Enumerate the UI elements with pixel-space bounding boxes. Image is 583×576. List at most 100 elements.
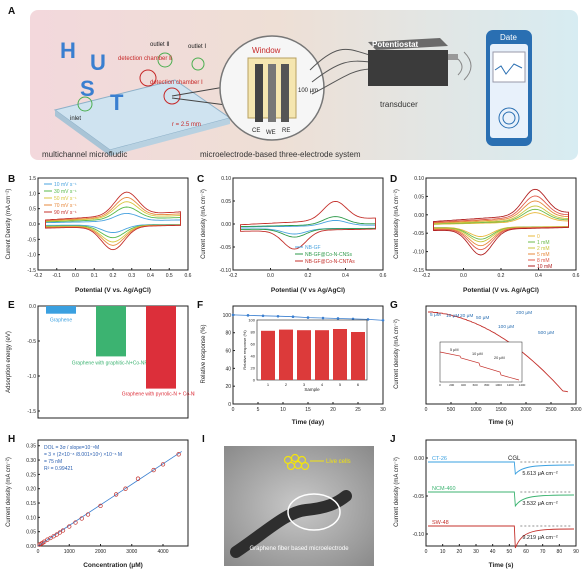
y-tick-label: -0.10 <box>413 250 425 256</box>
fit-line <box>37 451 182 547</box>
x-tick-label: 30 <box>380 407 386 413</box>
x-tick-label: 0.3 <box>128 273 135 279</box>
fiber-caption: Graphene fiber based microelectrode <box>249 546 349 552</box>
data-point <box>45 537 50 542</box>
eq-line-1: DOL = 3σ / slope=10⁻⁸M <box>44 445 99 451</box>
legend-label: 5 mM <box>537 252 550 258</box>
x-tick-label: -0.1 <box>52 273 61 279</box>
y-tick-label: 0.00 <box>221 222 231 228</box>
legend-label: 8 mM <box>537 258 550 264</box>
concentration-annotation: 5 μM <box>430 312 441 318</box>
chart-e: Adsorption energy (eV) 0.0 -0.5 -1.0 -1.5 Gr… <box>6 304 201 419</box>
scale-label: 100 μm <box>298 88 318 94</box>
y-tick-label: 1.0 <box>29 191 36 197</box>
y-tick-label: -1.5 <box>27 268 36 274</box>
x-tick-label: 0.6 <box>380 273 387 279</box>
det1-label: detection chamber Ⅰ <box>150 80 203 86</box>
chip-side <box>55 110 110 156</box>
y-tick-label: 0.05 <box>414 194 424 200</box>
inset-bar <box>261 330 275 380</box>
legend-label: NB-GF@Co-N-CNSs <box>305 252 353 258</box>
x-tick-label: 0 <box>425 407 428 413</box>
inset-x-tick: 600 <box>473 383 478 387</box>
signal-arc-1 <box>457 58 463 76</box>
amperometric-curve <box>427 311 569 393</box>
chart-c: Current density (mA cm⁻²) Potential (V v… <box>201 176 387 294</box>
outlet1-label: outlet Ⅰ <box>188 44 206 50</box>
chart-g: Current density (mA cm⁻²) Time (s) 0 500 1… <box>394 305 582 426</box>
x-tick-label: 0.4 <box>147 273 154 279</box>
data-point <box>73 520 78 525</box>
inset-y-tick: 40 <box>251 354 256 359</box>
x-tick-label: 10 <box>280 407 286 413</box>
panel-j: J Current density (mA cm⁻²) Time (s) CGL… <box>388 432 583 571</box>
inset-y-tick: 60 <box>251 342 256 347</box>
x-tick-label: -0.2 <box>229 273 238 279</box>
panel-e: E Adsorption energy (eV) 0.0 -0.5 -1.0 -1.5… <box>0 298 201 428</box>
x-tick-label: 3000 <box>570 407 581 413</box>
y-tick-label: -1.0 <box>27 253 36 259</box>
fingerprint-inner <box>502 111 516 125</box>
det2-chamber <box>139 69 157 87</box>
inset-x-tick: 5 <box>339 382 342 387</box>
electrode-caption: microelectrode-based three-electrode sys… <box>200 150 361 159</box>
current-trace <box>428 461 575 476</box>
micrograph: Live cells Graphene fiber based microele… <box>224 446 374 566</box>
cable-3 <box>311 68 371 95</box>
x-tick-label: 0.0 <box>72 273 79 279</box>
y-tick-label: 0.20 <box>26 487 36 493</box>
y-tick-label: -0.5 <box>27 237 36 243</box>
inset-y-label: Relative response (%) <box>242 330 247 370</box>
chart-b: Current Density (mA cm⁻²) Potential (V v… <box>6 176 192 294</box>
potentiostat-body <box>368 50 448 86</box>
x-tick-label: 0.1 <box>91 273 98 279</box>
outlet1-port <box>191 57 205 71</box>
inset-x-tick: 6 <box>357 382 360 387</box>
y-tick-label: -0.15 <box>413 268 425 274</box>
x-tick-label: 2000 <box>520 407 531 413</box>
data-point <box>57 530 63 535</box>
cv-curve <box>45 191 181 251</box>
y-tick-label: -0.5 <box>27 339 36 345</box>
x-tick-label: 30 <box>473 549 479 555</box>
y-tick-label: 0.5 <box>29 207 36 213</box>
outlet2-port <box>157 52 173 68</box>
cable-1 <box>309 48 371 71</box>
y-tick-label: 0.0 <box>29 222 36 228</box>
inset-bar <box>315 330 329 380</box>
inset-annotation: 5 μM <box>450 348 459 352</box>
x-tick-label: 20 <box>457 549 463 555</box>
inset-bar <box>297 330 311 380</box>
panel-d: D Current density (mA cm⁻²) Potential (V… <box>388 172 583 297</box>
chip-front <box>110 118 230 156</box>
inset-y-tick: 80 <box>251 330 256 335</box>
x-tick-label: 60 <box>523 549 529 555</box>
inset-frame <box>256 319 368 381</box>
inset-y-tick: 0 <box>253 378 256 383</box>
data-point <box>67 524 72 529</box>
inset-x-tick: 400 <box>461 383 466 387</box>
y-tick-label: 0.35 <box>26 444 36 450</box>
y-axis-label: Current density (mA cm⁻²) <box>6 457 12 527</box>
inset-y-tick: 20 <box>251 366 256 371</box>
y-tick-label: 80 <box>225 331 231 337</box>
data-point <box>176 452 181 457</box>
y-tick-label: -0.10 <box>413 532 425 538</box>
x-tick-label: 4000 <box>157 549 168 555</box>
radius-label: r = 2.5 mm <box>172 122 201 128</box>
inlet-port <box>77 96 93 112</box>
series-group: 0 5 10 15 20 25 30 100 80 60 40 20 0 1 2 3 4 5 6 100 80 60 40 2… <box>223 313 386 413</box>
y-tick-label: -1.5 <box>27 409 36 415</box>
y-tick-label: 0.0 <box>29 304 36 310</box>
x-tick-label: 0.2 <box>110 273 117 279</box>
data-point <box>160 462 166 467</box>
legend-label: 0 <box>537 234 540 240</box>
inset-y-tick: 100 <box>248 318 255 323</box>
plot-frame <box>425 439 577 547</box>
concentration-annotation: 20 μM <box>460 313 473 319</box>
data-point <box>54 532 59 537</box>
chart-f: Relative response (%) Time (day) 0 5 10 15 2… <box>201 305 386 426</box>
x-tick-label: 40 <box>490 549 496 555</box>
x-axis-label: Potential (V vs. Ag/AgCl) <box>75 287 151 294</box>
concentration-annotation: 500 μM <box>538 330 554 336</box>
